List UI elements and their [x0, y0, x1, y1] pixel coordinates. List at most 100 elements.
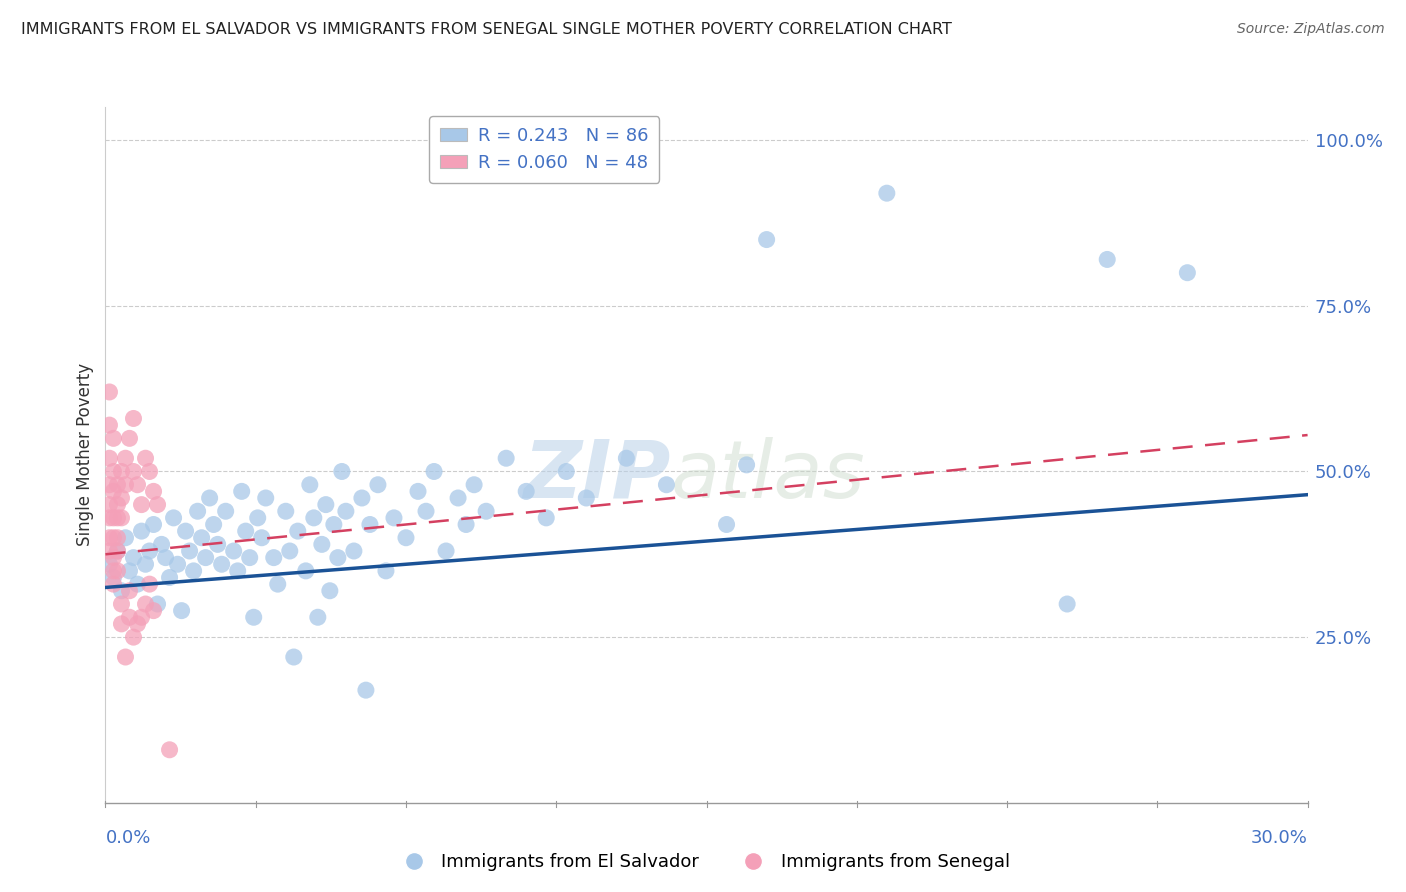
Point [350, 491, 373, 505]
Point [655, 477, 678, 491]
Point [118, 610, 141, 624]
Point [343, 544, 366, 558]
Point [159, 743, 181, 757]
Point [194, 550, 217, 565]
Point [463, 477, 485, 491]
Point [235, 524, 257, 538]
Point [162, 511, 184, 525]
Point [242, 610, 264, 624]
Point [98, 418, 121, 433]
Point [98, 558, 121, 572]
Point [110, 583, 132, 598]
Point [103, 531, 125, 545]
Point [716, 517, 738, 532]
Point [107, 564, 129, 578]
Point [107, 498, 129, 512]
Point [198, 491, 221, 505]
Point [122, 465, 145, 479]
Point [515, 484, 537, 499]
Text: Source: ZipAtlas.com: Source: ZipAtlas.com [1237, 22, 1385, 37]
Point [315, 498, 337, 512]
Point [107, 511, 129, 525]
Point [246, 511, 269, 525]
Point [202, 517, 225, 532]
Point [98, 544, 121, 558]
Point [98, 498, 121, 512]
Point [103, 577, 125, 591]
Point [131, 524, 153, 538]
Point [114, 477, 136, 491]
Point [876, 186, 898, 201]
Point [214, 504, 236, 518]
Point [254, 491, 277, 505]
Point [187, 504, 209, 518]
Point [311, 537, 333, 551]
Point [103, 511, 125, 525]
Text: IMMIGRANTS FROM EL SALVADOR VS IMMIGRANTS FROM SENEGAL SINGLE MOTHER POVERTY COR: IMMIGRANTS FROM EL SALVADOR VS IMMIGRANT… [21, 22, 952, 37]
Point [183, 564, 205, 578]
Point [298, 477, 321, 491]
Point [250, 531, 273, 545]
Point [179, 544, 201, 558]
Point [211, 558, 233, 572]
Point [326, 550, 349, 565]
Point [155, 550, 177, 565]
Point [98, 451, 121, 466]
Point [454, 517, 477, 532]
Text: 0.0%: 0.0% [105, 829, 150, 847]
Point [190, 531, 212, 545]
Point [307, 610, 329, 624]
Point [107, 544, 129, 558]
Point [103, 570, 125, 584]
Point [174, 524, 197, 538]
Point [114, 451, 136, 466]
Point [434, 544, 457, 558]
Legend: R = 0.243   N = 86, R = 0.060   N = 48: R = 0.243 N = 86, R = 0.060 N = 48 [429, 116, 659, 183]
Point [274, 504, 297, 518]
Point [302, 511, 325, 525]
Text: atlas: atlas [671, 437, 865, 515]
Point [222, 544, 245, 558]
Point [374, 564, 398, 578]
Point [142, 517, 165, 532]
Point [135, 597, 157, 611]
Point [354, 683, 377, 698]
Point [107, 477, 129, 491]
Legend: Immigrants from El Salvador, Immigrants from Senegal: Immigrants from El Salvador, Immigrants … [389, 847, 1017, 879]
Point [107, 531, 129, 545]
Point [150, 537, 173, 551]
Point [207, 537, 229, 551]
Point [395, 531, 418, 545]
Point [382, 511, 405, 525]
Point [98, 531, 121, 545]
Point [735, 458, 758, 472]
Point [575, 491, 598, 505]
Point [534, 511, 557, 525]
Point [98, 511, 121, 525]
Point [131, 498, 153, 512]
Point [114, 650, 136, 665]
Point [283, 650, 305, 665]
Point [122, 411, 145, 425]
Point [138, 544, 160, 558]
Point [322, 517, 344, 532]
Point [103, 465, 125, 479]
Point [423, 465, 446, 479]
Point [114, 531, 136, 545]
Point [127, 477, 149, 491]
Point [415, 504, 437, 518]
Point [118, 431, 141, 445]
Point [107, 544, 129, 558]
Point [166, 558, 188, 572]
Y-axis label: Single Mother Poverty: Single Mother Poverty [76, 363, 94, 547]
Point [278, 544, 301, 558]
Point [103, 431, 125, 445]
Point [118, 564, 141, 578]
Point [122, 630, 145, 644]
Point [138, 577, 160, 591]
Point [118, 583, 141, 598]
Point [447, 491, 470, 505]
Point [110, 511, 132, 525]
Point [319, 583, 342, 598]
Point [335, 504, 357, 518]
